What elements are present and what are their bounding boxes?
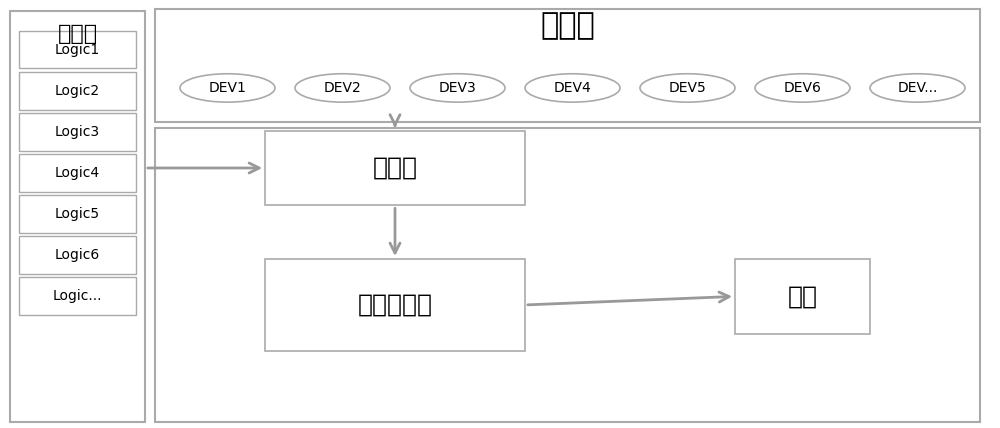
Text: 逻辑运行器: 逻辑运行器 xyxy=(358,293,432,317)
Text: DEV5: DEV5 xyxy=(669,81,706,95)
Bar xyxy=(19,236,136,274)
Text: DEV2: DEV2 xyxy=(324,81,361,95)
Ellipse shape xyxy=(180,74,275,102)
Bar xyxy=(265,259,525,351)
Text: Logic3: Logic3 xyxy=(55,125,100,139)
Text: DEV3: DEV3 xyxy=(439,81,476,95)
Bar xyxy=(155,128,980,422)
Text: DEV...: DEV... xyxy=(897,81,938,95)
Ellipse shape xyxy=(525,74,620,102)
Bar xyxy=(155,9,980,122)
Text: Logic4: Logic4 xyxy=(55,166,100,180)
Text: 通信: 通信 xyxy=(788,284,818,309)
Bar xyxy=(19,113,136,151)
Bar xyxy=(10,11,145,422)
Text: 逻辑表: 逻辑表 xyxy=(57,24,98,44)
Ellipse shape xyxy=(295,74,390,102)
Bar xyxy=(735,259,870,334)
Ellipse shape xyxy=(755,74,850,102)
Text: Logic5: Logic5 xyxy=(55,207,100,221)
Ellipse shape xyxy=(640,74,735,102)
Ellipse shape xyxy=(870,74,965,102)
Text: DEV1: DEV1 xyxy=(209,81,246,95)
Text: Logic...: Logic... xyxy=(53,289,102,303)
Text: Logic1: Logic1 xyxy=(55,43,100,56)
Text: DEV4: DEV4 xyxy=(554,81,591,95)
Bar xyxy=(19,277,136,315)
Bar xyxy=(19,154,136,192)
Bar xyxy=(19,195,136,233)
Text: 设备表: 设备表 xyxy=(540,11,595,40)
Text: 匹配器: 匹配器 xyxy=(372,156,418,180)
Text: Logic2: Logic2 xyxy=(55,84,100,98)
Bar xyxy=(19,31,136,68)
Ellipse shape xyxy=(410,74,505,102)
Bar xyxy=(265,131,525,205)
Text: DEV6: DEV6 xyxy=(784,81,821,95)
Bar xyxy=(19,72,136,110)
Text: Logic6: Logic6 xyxy=(55,248,100,262)
